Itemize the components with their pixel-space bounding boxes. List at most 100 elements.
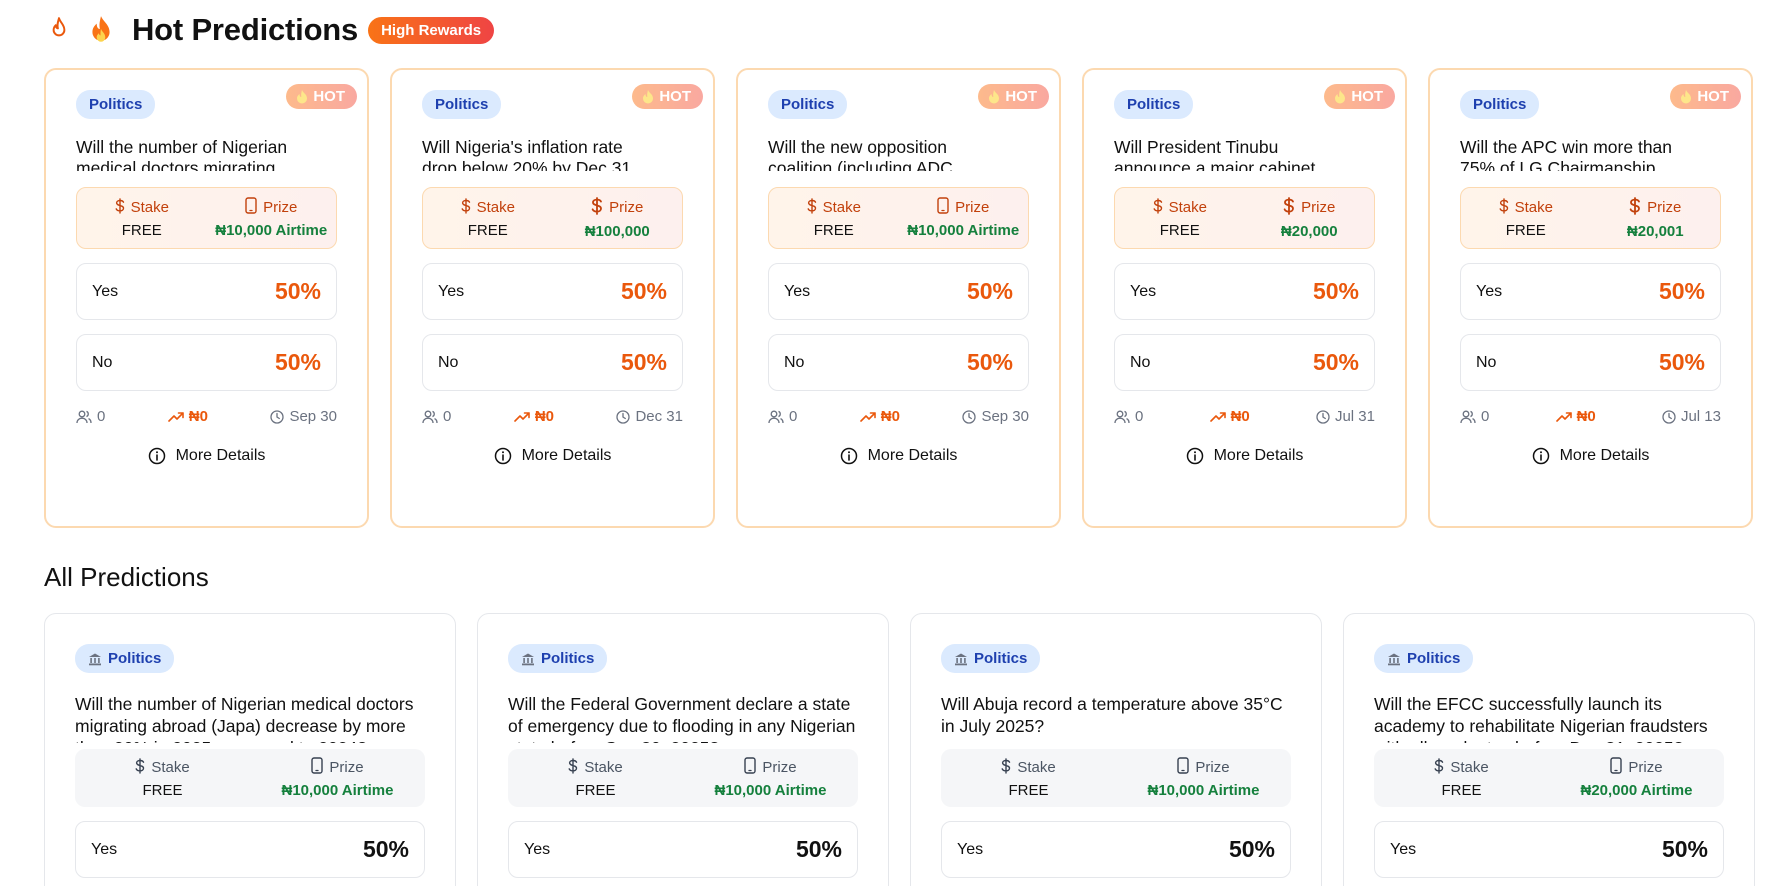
more-details-button[interactable]: More Details: [1460, 447, 1721, 465]
prediction-stats: 0 ₦0 Dec 31: [422, 408, 683, 425]
dollar-icon: [1001, 757, 1011, 778]
option-yes[interactable]: Yes 50%: [1460, 263, 1721, 320]
option-yes[interactable]: Yes 50%: [1374, 821, 1724, 878]
option-label: Yes: [1476, 282, 1503, 300]
info-icon: [148, 447, 165, 465]
participants-count: 0: [97, 408, 106, 425]
stake-label: Stake: [584, 759, 623, 776]
info-icon: [840, 447, 857, 465]
stake-info: Stake FREE: [423, 188, 553, 248]
prediction-card[interactable]: Politics Will the Federal Government dec…: [477, 613, 889, 886]
participants-count: 0: [789, 408, 798, 425]
prize-label: Prize: [263, 199, 298, 216]
category-label: Politics: [108, 650, 162, 667]
users-icon: [1460, 410, 1476, 423]
category-badge: Politics: [768, 90, 848, 119]
trending-up-icon: [167, 411, 184, 422]
stake-label: Stake: [1514, 199, 1553, 216]
dollar-icon: [1283, 196, 1295, 219]
option-no[interactable]: No 50%: [1114, 334, 1375, 391]
flame-icon: [643, 89, 654, 103]
stake-value: FREE: [1505, 221, 1546, 239]
deadline-date: Dec 31: [635, 408, 683, 425]
trending-up-icon: [514, 411, 530, 422]
all-predictions-title: All Predictions: [44, 562, 209, 592]
prize-label: Prize: [762, 759, 797, 776]
stake-label: Stake: [130, 199, 169, 216]
option-percentage: 50%: [1661, 836, 1708, 862]
option-yes[interactable]: Yes 50%: [1114, 263, 1375, 320]
prediction-card[interactable]: Politics Will the number of Nigerian med…: [44, 613, 456, 886]
phone-icon: [245, 197, 257, 218]
prize-info: Prize ₦10,000 Airtime: [1116, 749, 1291, 807]
option-label: Yes: [957, 840, 984, 858]
prediction-question: Will the Federal Government declare a st…: [508, 694, 856, 743]
volume-stat: ₦0: [1555, 408, 1596, 425]
prize-value: ₦10,000 Airtime: [907, 222, 1020, 239]
prediction-card[interactable]: Politics Will the EFCC successfully laun…: [1343, 613, 1755, 886]
more-details-button[interactable]: More Details: [76, 447, 337, 465]
stake-prize-box: Stake FREE Prize ₦10,000 Airtime: [768, 187, 1029, 249]
trending-up-icon: [1555, 411, 1572, 422]
hot-prediction-card[interactable]: HOT Politics Will the APC win more than …: [1428, 68, 1753, 528]
option-yes[interactable]: Yes 50%: [422, 263, 683, 320]
option-yes[interactable]: Yes 50%: [508, 821, 858, 878]
dollar-icon: [461, 197, 471, 218]
government-building-icon: [89, 653, 101, 665]
dollar-icon: [1629, 196, 1641, 219]
option-no[interactable]: No 50%: [422, 334, 683, 391]
hot-prediction-card[interactable]: HOT Politics Will the number of Nigerian…: [44, 68, 369, 528]
dollar-icon: [135, 757, 145, 778]
category-badge: Politics: [75, 644, 175, 673]
prize-label: Prize: [329, 759, 364, 776]
more-details-button[interactable]: More Details: [1114, 447, 1375, 465]
deadline-date: Sep 30: [289, 408, 337, 425]
phone-icon: [937, 197, 949, 218]
option-yes[interactable]: Yes 50%: [941, 821, 1291, 878]
deadline-stat: Jul 31: [1316, 408, 1375, 425]
participants-stat: 0: [768, 408, 797, 425]
dollar-icon: [1499, 197, 1509, 218]
clock-icon: [962, 409, 977, 424]
option-yes[interactable]: Yes 50%: [75, 821, 425, 878]
flame-icon: [1681, 89, 1692, 103]
hot-badge-label: HOT: [1351, 88, 1383, 105]
option-label: Yes: [91, 840, 118, 858]
category-badge: Politics: [508, 644, 608, 673]
prize-value: ₦20,000: [1280, 222, 1338, 240]
hot-prediction-card[interactable]: HOT Politics Will Nigeria's inflation ra…: [390, 68, 715, 528]
hot-prediction-card[interactable]: HOT Politics Will the new opposition coa…: [736, 68, 1061, 528]
volume-value: ₦0: [534, 408, 554, 425]
government-building-icon: [522, 653, 534, 665]
dollar-icon: [1434, 757, 1444, 778]
option-yes[interactable]: Yes 50%: [76, 263, 337, 320]
option-percentage: 50%: [1312, 278, 1359, 304]
hot-predictions-header: Hot Predictions High Rewards: [44, 10, 495, 50]
option-no[interactable]: No 50%: [76, 334, 337, 391]
prize-info: Prize ₦100,000: [553, 188, 683, 248]
volume-stat: ₦0: [1209, 408, 1250, 425]
prize-info: Prize ₦20,001: [1591, 188, 1721, 248]
hot-badge: HOT: [1324, 84, 1395, 109]
prize-label: Prize: [1301, 199, 1336, 216]
option-no[interactable]: No 50%: [1460, 334, 1721, 391]
prediction-question: Will the EFCC successfully launch its ac…: [1374, 694, 1708, 743]
more-details-button[interactable]: More Details: [768, 447, 1029, 465]
stake-value: FREE: [467, 221, 508, 239]
more-details-label: More Details: [1559, 447, 1650, 464]
phone-icon: [1177, 757, 1190, 778]
flame-icon: [297, 89, 308, 103]
prediction-card[interactable]: Politics Will Abuja record a temperature…: [910, 613, 1322, 886]
prize-info: Prize ₦10,000 Airtime: [899, 188, 1029, 248]
more-details-button[interactable]: More Details: [422, 447, 683, 465]
prize-label: Prize: [1195, 759, 1230, 776]
prize-label: Prize: [955, 199, 990, 216]
hot-prediction-card[interactable]: HOT Politics Will President Tinubu annou…: [1082, 68, 1407, 528]
clock-icon: [616, 409, 631, 424]
option-percentage: 50%: [362, 836, 409, 862]
option-yes[interactable]: Yes 50%: [768, 263, 1029, 320]
category-label: Politics: [974, 650, 1028, 667]
category-label: Politics: [435, 96, 489, 113]
option-no[interactable]: No 50%: [768, 334, 1029, 391]
prediction-stats: 0 ₦0 Sep 30: [768, 408, 1029, 425]
